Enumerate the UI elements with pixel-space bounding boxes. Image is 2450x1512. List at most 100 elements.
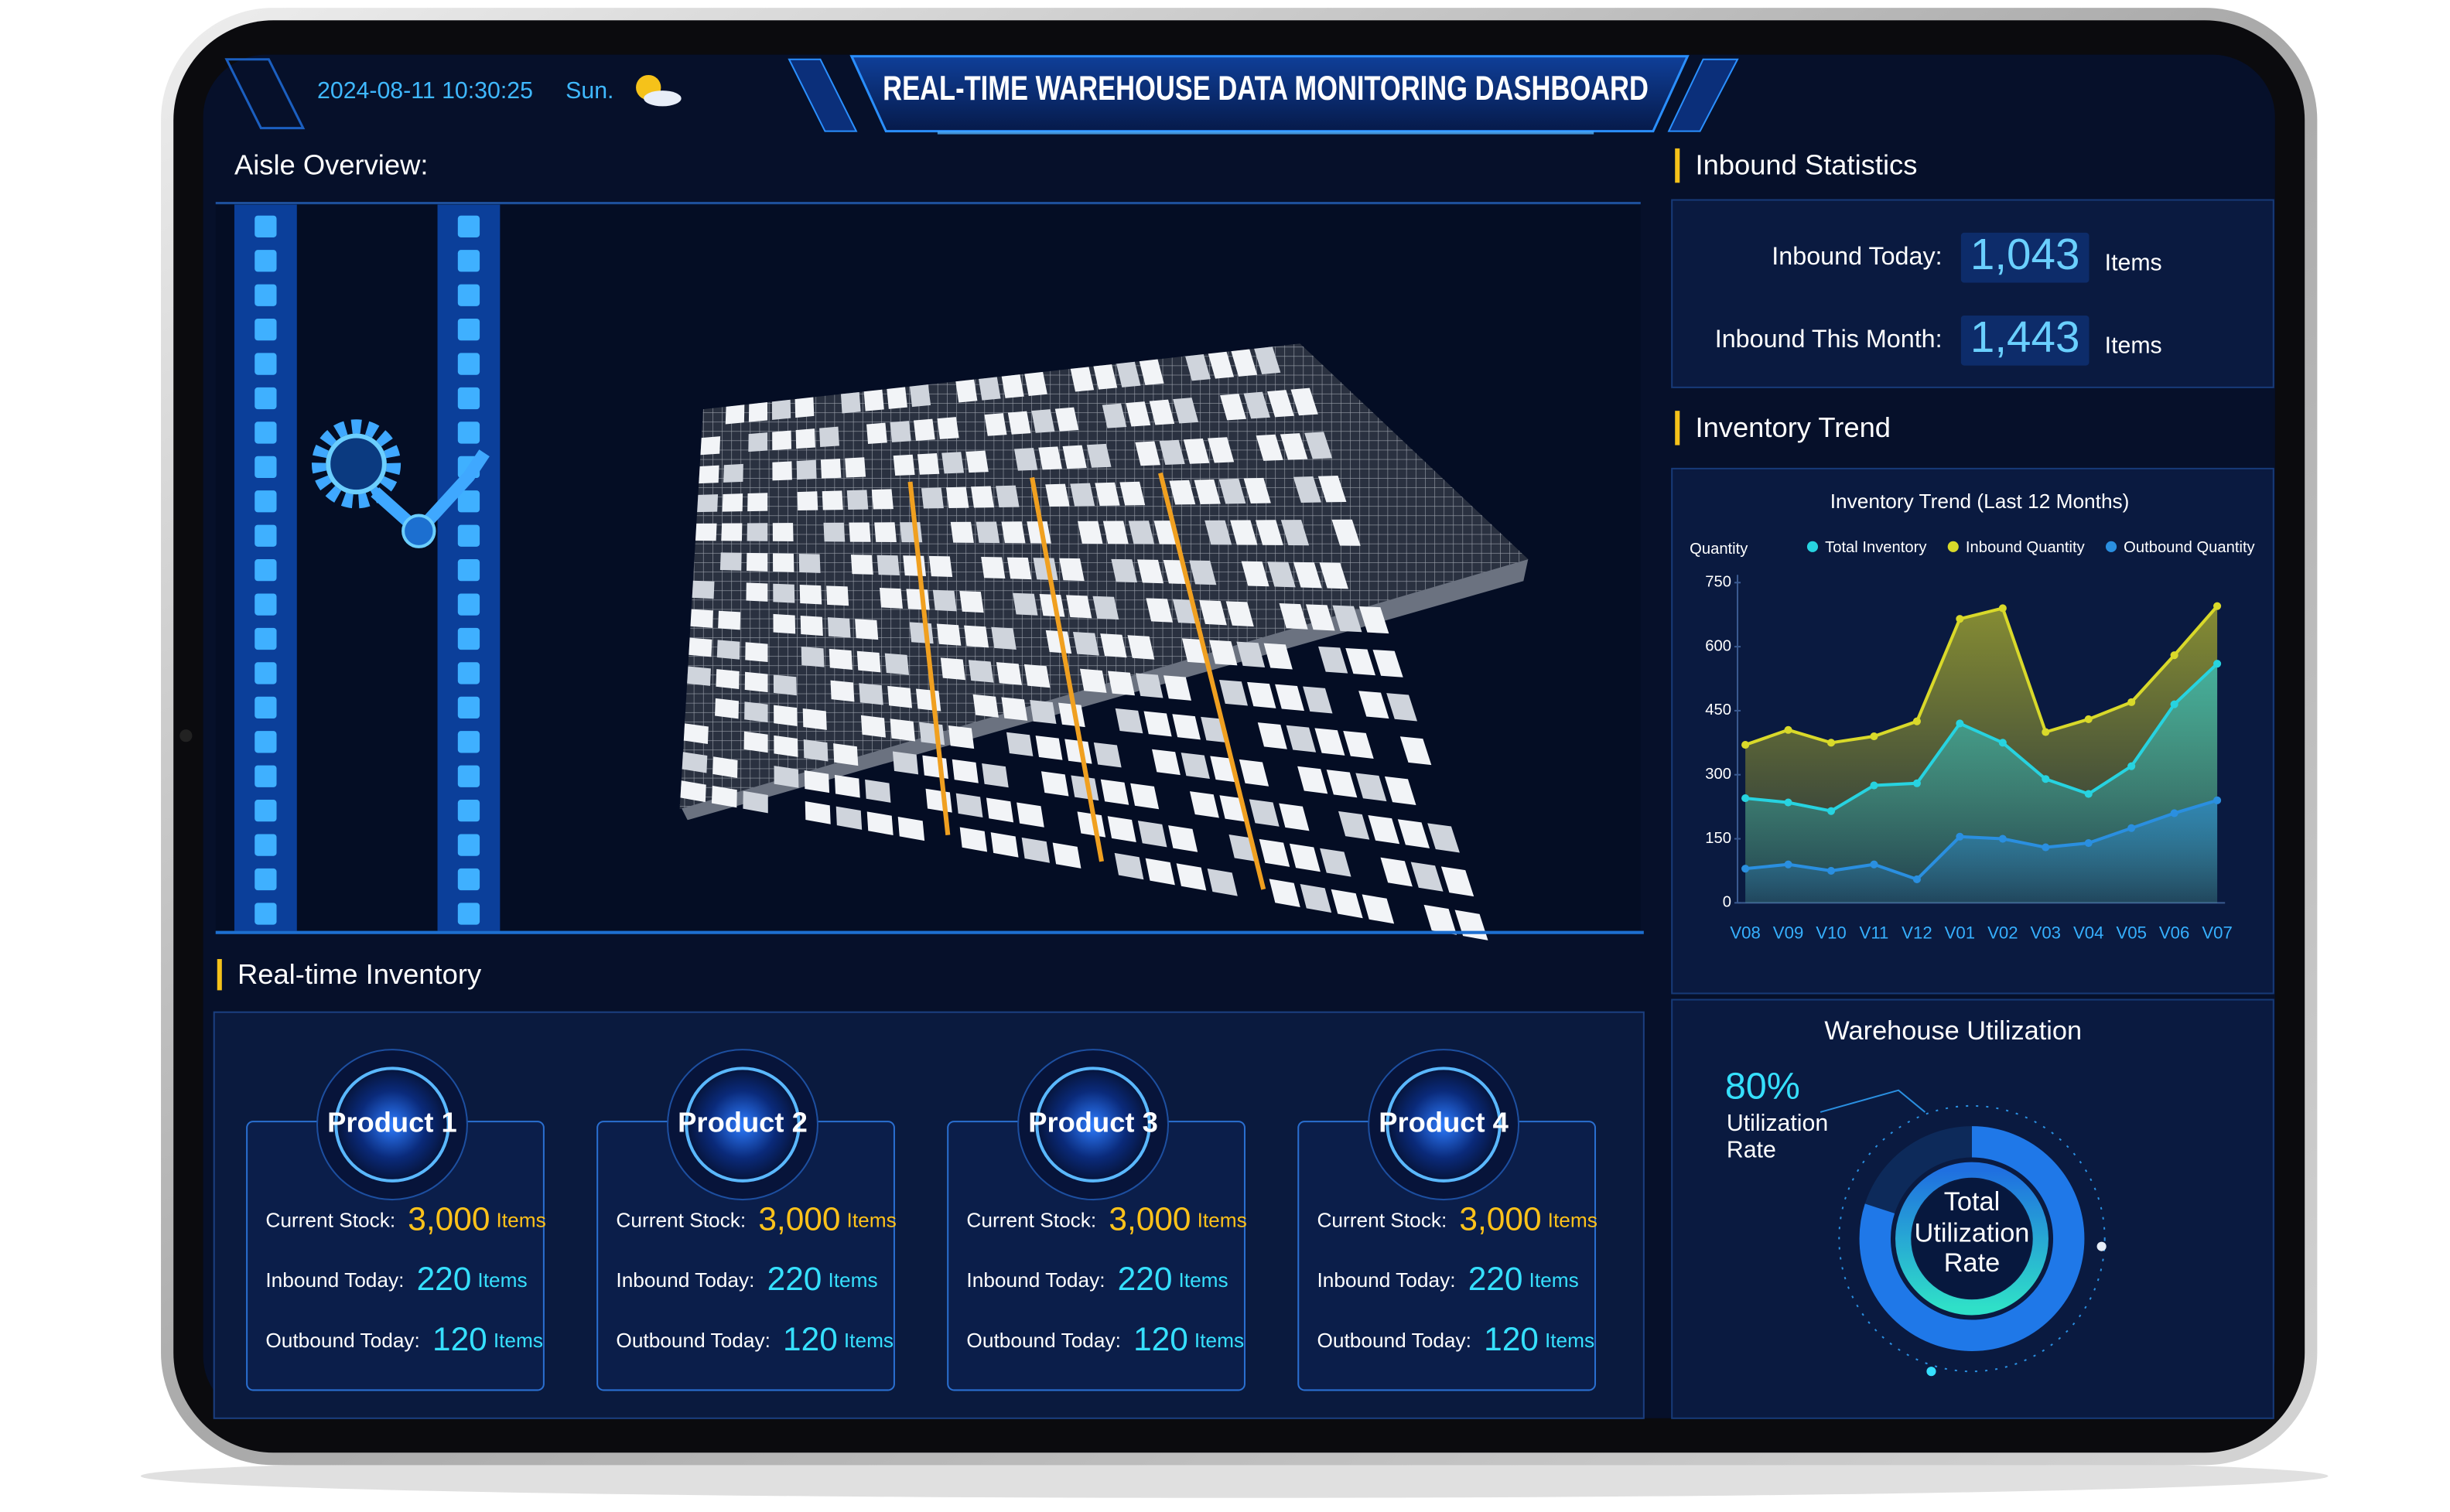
rack-block [1280, 520, 1310, 546]
rack-block [1077, 520, 1103, 544]
rack-block [1263, 643, 1293, 670]
rack-block [1249, 799, 1280, 827]
rack-block [1368, 815, 1400, 845]
row-value: 220 [1118, 1261, 1173, 1297]
panel-title: Inbound Statistics [1695, 149, 1917, 181]
row-unit: Items [477, 1268, 527, 1292]
row-value: 120 [1133, 1321, 1188, 1357]
data-point [2084, 790, 2093, 798]
data-point [2084, 838, 2093, 848]
chart-title: Inventory Trend (Last 12 Months) [1830, 490, 2130, 513]
rack-block [801, 647, 825, 667]
row-label: Outbound Today: [616, 1329, 770, 1352]
rack-block [719, 552, 742, 571]
rack-block [1013, 448, 1038, 471]
rack-block [773, 583, 795, 603]
rail-slot [457, 490, 480, 513]
row-value: 220 [767, 1261, 822, 1297]
y-tick-label: 0 [1723, 894, 1731, 911]
rack-block [1358, 606, 1389, 634]
data-point [2213, 602, 2222, 610]
rack-block [748, 402, 768, 422]
rail-slot [255, 559, 277, 582]
rack-block [1038, 446, 1063, 470]
rack-block [1013, 592, 1038, 616]
rack-block [991, 626, 1017, 650]
rack-block [680, 780, 706, 803]
rack-block [984, 413, 1007, 436]
row-value: 220 [417, 1261, 472, 1297]
rack-block [1345, 647, 1375, 676]
rack-block [744, 701, 768, 723]
robot-gear [311, 419, 490, 548]
rack-block [1127, 635, 1155, 660]
rack-block [716, 669, 740, 690]
rack-block [1410, 862, 1444, 892]
gear [311, 419, 401, 509]
series-line [1744, 662, 2219, 813]
rack-block [1102, 403, 1127, 428]
rail-slot [255, 834, 277, 856]
rack-block [1052, 842, 1081, 869]
gauge-arc [1859, 1126, 2085, 1351]
rail-slot [255, 318, 277, 341]
rack-block [772, 523, 794, 541]
rack-block [964, 625, 989, 648]
rack-block [1017, 802, 1044, 828]
rack-block [1107, 816, 1136, 842]
rack-block [922, 755, 948, 779]
rail-slot [457, 250, 480, 272]
series-area [1745, 800, 2218, 903]
rack-block [1062, 445, 1087, 469]
rail-slot [255, 490, 277, 513]
rack-block [826, 585, 849, 606]
rack-block [965, 450, 989, 473]
rack-block [774, 766, 799, 788]
rack-block [1072, 632, 1099, 656]
rack-block [1100, 633, 1127, 658]
row-label: Current Stock: [1317, 1208, 1447, 1231]
panel-title: Inventory Trend [1695, 411, 1891, 443]
x-tick-label: V10 [1816, 923, 1847, 943]
rack-block [893, 454, 915, 476]
gauge-center [1912, 1179, 2031, 1299]
rack-block [1199, 600, 1227, 626]
data-point [2042, 843, 2050, 852]
weekday: Sun. [566, 78, 613, 104]
row-unit: Items [828, 1268, 877, 1292]
rack-block [794, 397, 815, 418]
rack-block [1399, 736, 1432, 766]
rack-block [1380, 857, 1413, 887]
rack-block [955, 793, 983, 818]
rack-block [716, 640, 740, 660]
y-axis-label: Quantity [1690, 541, 1748, 558]
legend-swatch [1806, 541, 1819, 552]
rack-block [747, 493, 768, 512]
y-tick-label: 450 [1705, 701, 1731, 718]
rack-block [1145, 858, 1175, 886]
rack-block [890, 421, 911, 442]
rack-block [906, 589, 930, 610]
data-point [1956, 832, 1964, 841]
title-marker [217, 959, 222, 991]
rack-block [1343, 730, 1374, 759]
stat-box [1960, 232, 2090, 283]
rack-block [1114, 852, 1144, 880]
y-tick-label: 300 [1705, 766, 1731, 783]
rack-block [1204, 520, 1232, 545]
rail-slot [457, 524, 480, 547]
rack-block [1280, 433, 1308, 460]
rack-block [1115, 708, 1143, 734]
rack-block [990, 832, 1019, 858]
rail-slot [457, 627, 480, 650]
rack-block [915, 688, 941, 712]
x-tick-label: V05 [2116, 923, 2147, 943]
data-point [2170, 809, 2178, 817]
product-row: Current Stock: 3,000 Items [966, 1201, 1246, 1237]
rack-block [804, 770, 830, 794]
rail-slot [457, 903, 480, 925]
rack-block [700, 436, 721, 456]
rack-block [1189, 791, 1219, 818]
